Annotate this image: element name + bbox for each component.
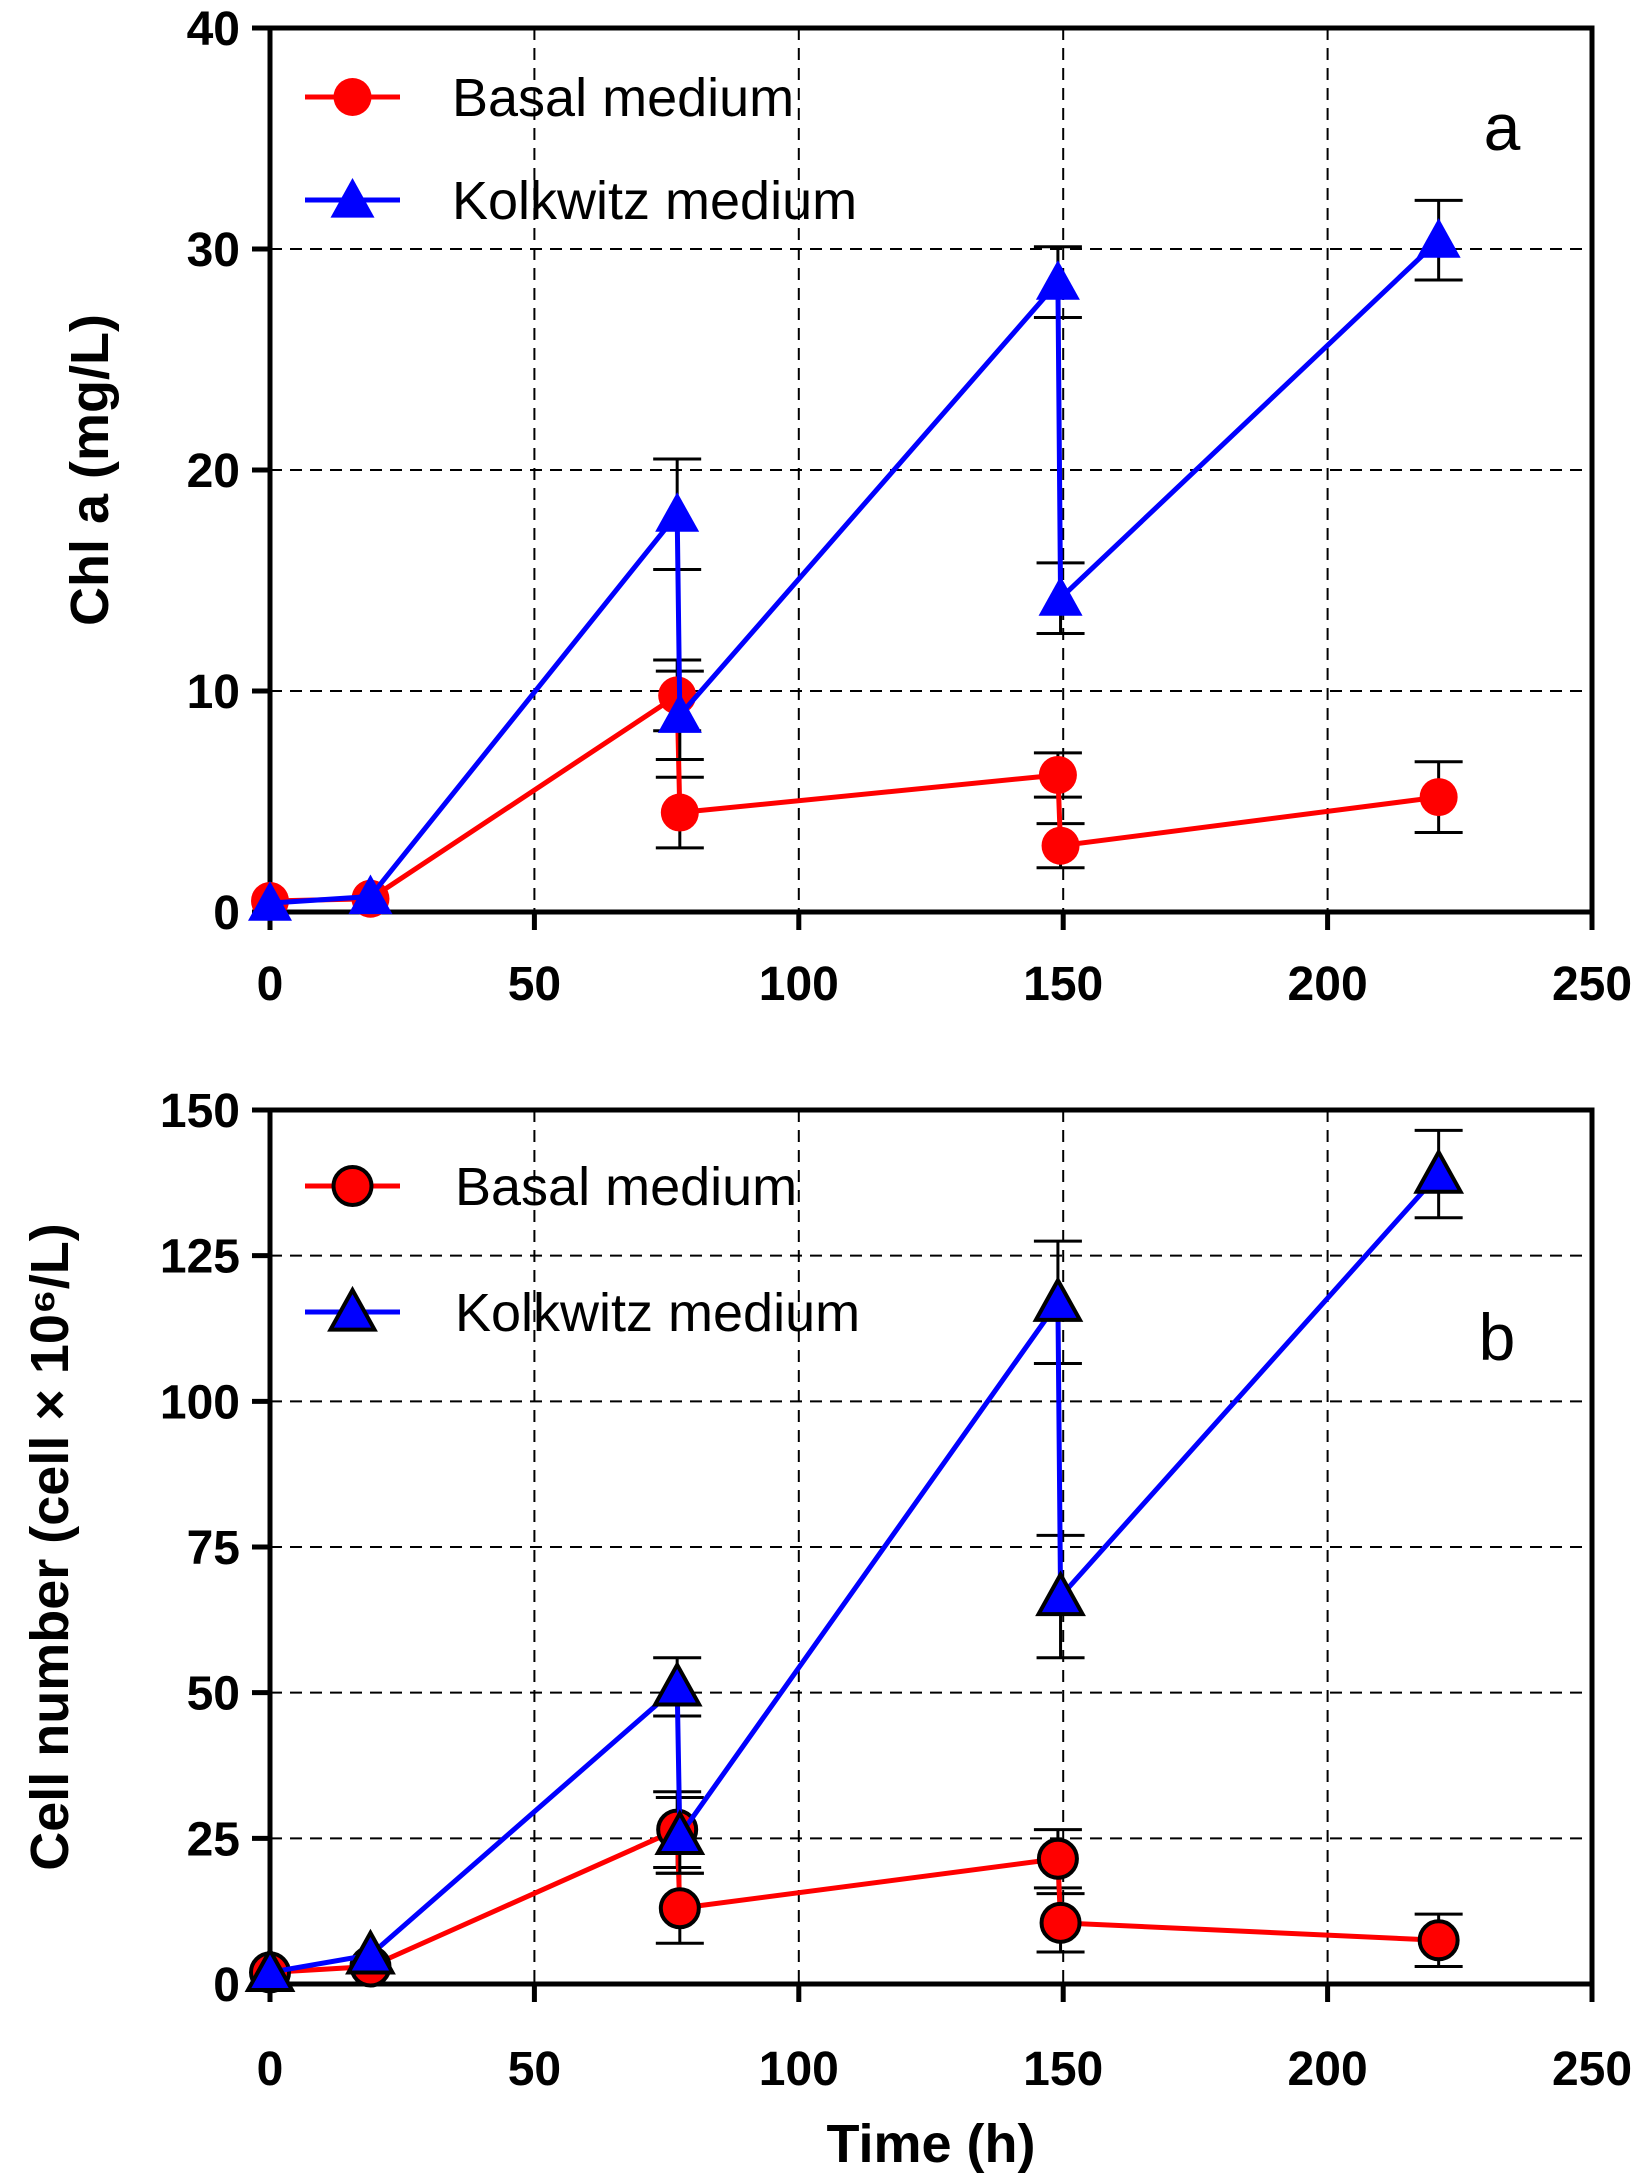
y-tick-label: 0 <box>213 1959 240 2012</box>
y-tick-label: 125 <box>160 1231 240 1284</box>
y-tick-label: 50 <box>187 1668 240 1721</box>
y-tick-label: 75 <box>187 1522 240 1575</box>
data-point <box>1419 778 1458 817</box>
data-point <box>1038 755 1077 794</box>
chart-panel-a: 0 50 100 150 200 250 0 10 20 30 40 Chl a (mg/L) a Bas… <box>60 3 1632 1011</box>
series-kolkwitz <box>244 1128 1465 1992</box>
chart-panel-b: 0 50 100 150 200 250 0 25 50 75 100 125 150 Cell numb… <box>20 1085 1632 2174</box>
x-tick-label: 0 <box>257 2043 284 2096</box>
legend-label: Basal medium <box>452 68 794 128</box>
legend-marker <box>333 78 372 116</box>
series-kolkwitz <box>248 198 1463 921</box>
data-point <box>1032 1276 1084 1322</box>
y-tick-label: 150 <box>160 1085 240 1138</box>
data-point <box>1041 826 1080 865</box>
data-point <box>1413 1147 1465 1194</box>
series-line <box>269 1825 1439 1975</box>
data-point <box>660 793 699 832</box>
x-tick-label: 100 <box>759 2043 839 2096</box>
series-line <box>269 690 1439 904</box>
data-point <box>1038 576 1083 616</box>
data-point <box>1035 1570 1086 1617</box>
data-point <box>1039 1901 1082 1944</box>
data-point <box>1417 1919 1460 1962</box>
y-tick-label: 30 <box>187 224 240 277</box>
data-point <box>1416 218 1461 258</box>
y-tick-label: 20 <box>187 445 240 498</box>
legend-label: Basal medium <box>455 1157 797 1217</box>
y-tick-label: 0 <box>213 887 240 940</box>
x-tick-label: 50 <box>508 2043 561 2096</box>
y-axis-title: Cell number (cell × 10⁶/L) <box>20 1223 80 1871</box>
y-tick-label: 100 <box>160 1376 240 1429</box>
legend-label: Kolkwitz medium <box>455 1283 860 1343</box>
y-axis-title: Chl a (mg/L) <box>60 314 120 626</box>
legend-marker <box>330 178 375 218</box>
data-point <box>654 1809 706 1856</box>
x-tick-label: 0 <box>257 958 284 1011</box>
x-tick-label: 150 <box>1023 958 1103 1011</box>
data-point <box>1036 1837 1079 1880</box>
y-tick-label: 25 <box>187 1813 240 1866</box>
legend: Basal medium Kolkwitz medium <box>305 68 857 231</box>
data-point <box>348 874 393 915</box>
x-tick-label: 100 <box>759 958 839 1011</box>
data-point <box>658 1887 701 1930</box>
x-tick-label: 200 <box>1288 2043 1368 2096</box>
legend-label: Kolkwitz medium <box>452 171 857 231</box>
legend-marker <box>331 1165 374 1207</box>
data-point <box>244 1946 296 1992</box>
x-tick-label: 150 <box>1023 2043 1103 2096</box>
panel-label: b <box>1479 1300 1516 1374</box>
y-tick-label: 10 <box>187 666 240 719</box>
data-point <box>345 1928 396 1975</box>
x-tick-label: 50 <box>508 958 561 1011</box>
series-basal <box>249 1790 1463 1994</box>
data-point <box>248 881 292 921</box>
x-axis-title: Time (h) <box>826 2114 1035 2174</box>
data-point <box>657 693 702 733</box>
panel-label: a <box>1484 90 1521 164</box>
x-tick-label: 250 <box>1552 2043 1632 2096</box>
legend: Basal medium Kolkwitz medium <box>305 1157 860 1343</box>
series-line <box>269 238 1441 906</box>
x-tick-label: 250 <box>1552 958 1632 1011</box>
data-point <box>651 1660 703 1707</box>
data-point <box>1035 260 1080 300</box>
series-basal <box>251 658 1463 920</box>
x-tick-label: 200 <box>1288 958 1368 1011</box>
data-point <box>655 492 700 532</box>
y-tick-label: 40 <box>187 3 240 56</box>
legend-marker <box>327 1285 378 1332</box>
